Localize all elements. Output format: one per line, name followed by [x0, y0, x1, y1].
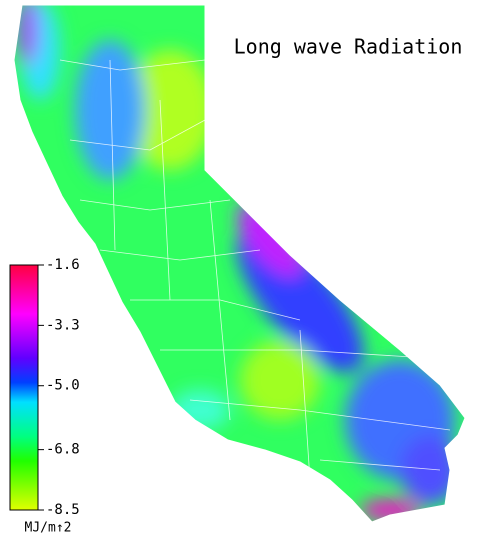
color-bar-ticks: -1.6 -3.3 -5.0 -6.8 -8.5: [38, 257, 80, 518]
map-title: Long wave Radiation: [234, 35, 463, 59]
color-bar-tick-label: -1.6: [46, 257, 80, 273]
color-bar-tick-label: -6.8: [46, 442, 80, 458]
color-bar: [9, 264, 39, 511]
color-bar-tick-label: -8.5: [46, 502, 80, 518]
color-bar-tick-label: -3.3: [46, 317, 80, 333]
color-bar-unit: MJ/m↑2: [25, 521, 72, 536]
state-outline: [13, 4, 466, 523]
color-bar-tick-label: -5.0: [46, 378, 80, 394]
